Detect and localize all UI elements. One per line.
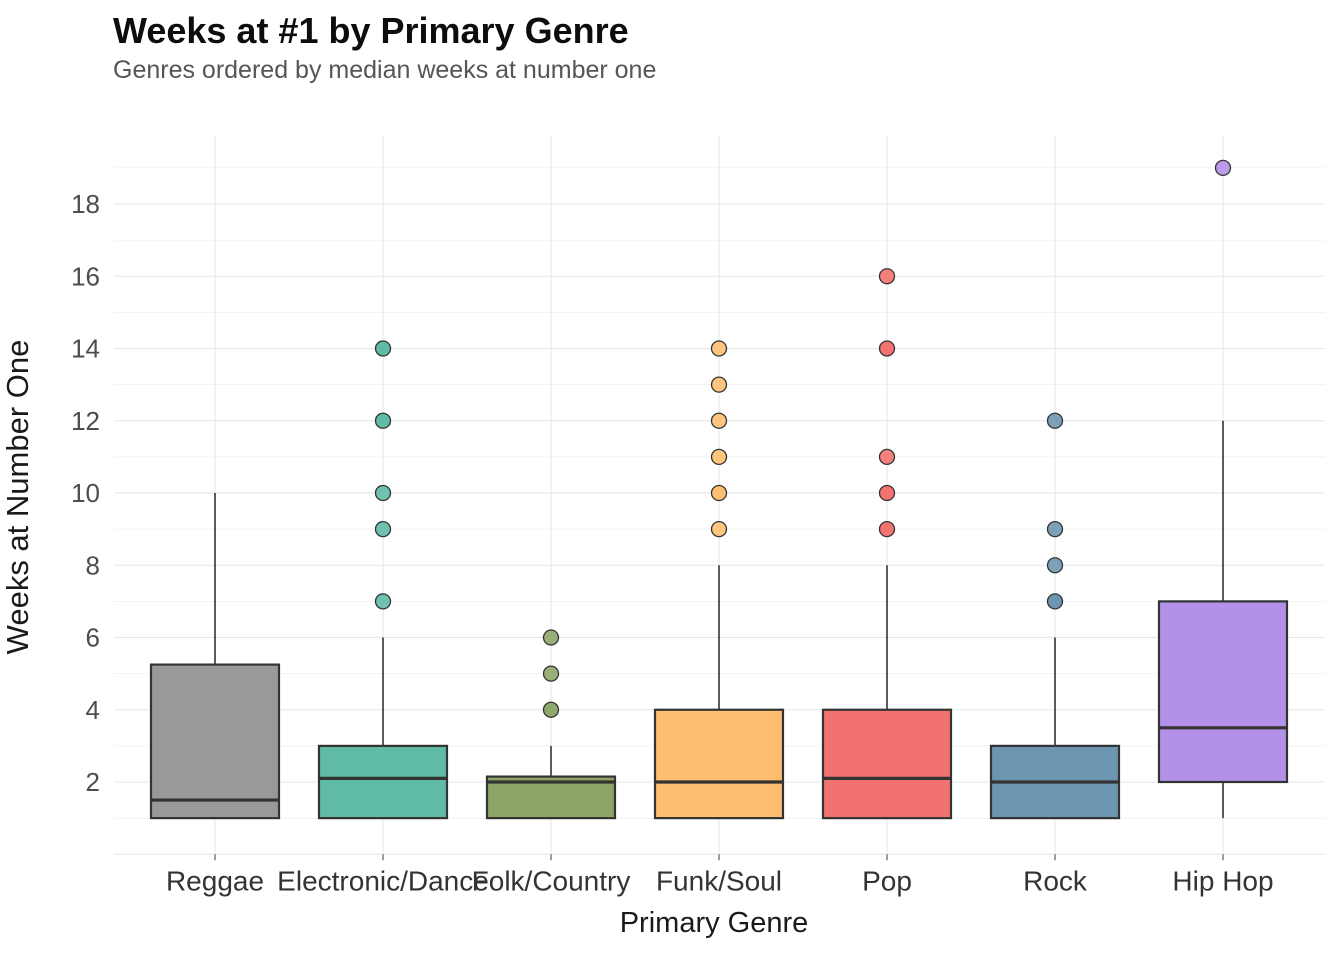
svg-text:16: 16	[71, 261, 100, 291]
svg-text:Funk/Soul: Funk/Soul	[656, 865, 782, 896]
svg-text:12: 12	[71, 406, 100, 436]
svg-text:Primary Genre: Primary Genre	[620, 907, 809, 939]
svg-text:14: 14	[71, 334, 100, 364]
svg-text:4: 4	[86, 695, 100, 725]
svg-text:Folk/Country: Folk/Country	[472, 865, 631, 896]
svg-text:Weeks at Number One: Weeks at Number One	[0, 340, 35, 655]
svg-text:Pop: Pop	[862, 865, 912, 896]
svg-text:Electronic/Dance: Electronic/Dance	[277, 865, 489, 896]
svg-text:Hip Hop: Hip Hop	[1172, 865, 1273, 896]
svg-text:Reggae: Reggae	[166, 865, 264, 896]
svg-text:18: 18	[71, 189, 100, 219]
svg-text:Rock: Rock	[1023, 865, 1088, 896]
svg-text:10: 10	[71, 478, 100, 508]
svg-text:2: 2	[86, 767, 100, 797]
svg-text:6: 6	[86, 623, 100, 653]
svg-text:8: 8	[86, 550, 100, 580]
